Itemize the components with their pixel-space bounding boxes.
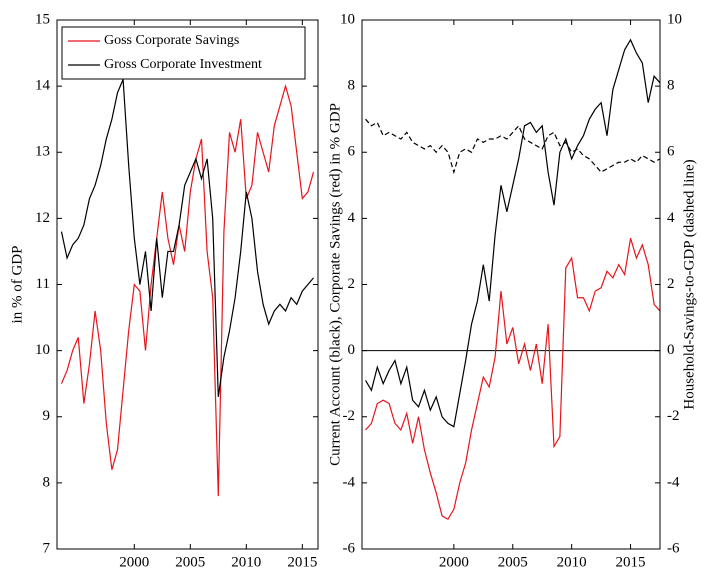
y2-tick-label: -4: [667, 474, 680, 490]
y-tick-label: 4: [348, 210, 356, 226]
x-tick-label: 2005: [175, 554, 205, 570]
y2-tick-label: -6: [667, 540, 680, 556]
y2-tick-label: 10: [667, 11, 682, 27]
y-tick-label: 8: [43, 474, 51, 490]
y-tick-label: 8: [348, 78, 356, 94]
legend: Goss Corporate Savings Gross Corporate In…: [61, 26, 306, 80]
y2-tick-label: 6: [667, 144, 675, 160]
y-tick-label: 2: [348, 276, 356, 292]
y-tick-label: 15: [35, 11, 50, 27]
y-tick-label: 13: [35, 144, 50, 160]
y2-tick-label: 8: [667, 78, 675, 94]
y2-tick-label: 2: [667, 276, 675, 292]
y-axis-label: Current Account (black), Corporate Savin…: [327, 103, 343, 466]
y-tick-label: 11: [36, 276, 50, 292]
x-tick-label: 2000: [439, 554, 469, 570]
y-tick-label: -4: [343, 474, 356, 490]
y-tick-label: 14: [35, 78, 51, 94]
chart-panel: 2000 2005 2010 2015 -6 -4 -2 0 2 4 6 8 10 -6 -4 -2 0 2 4 6 8…: [327, 11, 697, 570]
y-tick-label: -6: [343, 540, 356, 556]
y2-tick-label: -2: [667, 408, 680, 424]
x-tick-label: 2000: [119, 554, 149, 570]
y-tick-label: 9: [43, 408, 51, 424]
series-line: [60, 83, 315, 497]
series-line: [60, 79, 314, 397]
x-tick-label: 2015: [287, 554, 317, 570]
x-tick-label: 2010: [557, 554, 587, 570]
plot-frame: [361, 19, 661, 550]
x-tick-label: 2010: [231, 554, 261, 570]
y-tick-label: 12: [35, 210, 50, 226]
y2-tick-label: 0: [667, 342, 675, 358]
legend-box: [61, 26, 306, 80]
series-line: [365, 38, 661, 428]
x-tick-label: 2005: [498, 554, 528, 570]
series-line: [365, 238, 661, 521]
y-tick-label: 10: [35, 342, 50, 358]
y-tick-label: -2: [343, 408, 356, 424]
y-tick-label: 6: [348, 144, 356, 160]
y-tick-label: 0: [348, 342, 356, 358]
y-tick-label: 10: [340, 11, 355, 27]
series-line: [365, 118, 661, 175]
plot-frame: [56, 19, 319, 550]
y2-axis-label: Household-Savings-to-GDP (dashed line): [681, 159, 697, 409]
x-tick-label: 2015: [616, 554, 646, 570]
y2-tick-label: 4: [667, 210, 675, 226]
legend-label: Goss Corporate Savings: [104, 33, 239, 48]
chart-panel: 2000 2005 2010 2015 7 8 9 10 11 12 13 14 15 in % of G…: [9, 11, 319, 570]
y-tick-label: 7: [43, 540, 51, 556]
legend-label: Gross Corporate Investment: [104, 57, 262, 72]
y-axis-label: in % of GDP: [9, 246, 25, 324]
